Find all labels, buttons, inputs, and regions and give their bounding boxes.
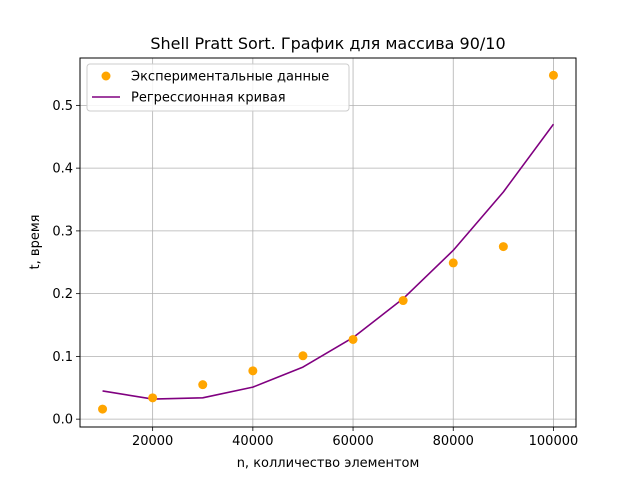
data-point bbox=[98, 404, 108, 414]
x-tick-label: 40000 bbox=[232, 434, 273, 449]
legend-marker-scatter bbox=[101, 71, 111, 81]
y-axis: 0.0 0.1 0.2 0.3 0.4 0.5 bbox=[52, 99, 80, 428]
chart-title: Shell Pratt Sort. График для массива 90/… bbox=[150, 34, 505, 53]
data-point bbox=[248, 366, 258, 376]
regression-line bbox=[102, 123, 555, 400]
data-point bbox=[548, 70, 558, 80]
x-tick-label: 100000 bbox=[529, 434, 579, 449]
plot-area bbox=[98, 70, 558, 414]
legend-label: Экспериментальные данные bbox=[131, 70, 329, 85]
data-point bbox=[448, 258, 458, 268]
x-tick-label: 20000 bbox=[132, 434, 173, 449]
axes-frame bbox=[79, 57, 577, 428]
data-point bbox=[298, 351, 308, 361]
x-axis: 20000 40000 60000 80000 100000 bbox=[132, 427, 578, 449]
legend: Экспериментальные данные Регрессионная кр… bbox=[86, 63, 350, 112]
y-tick-label: 0.3 bbox=[52, 224, 73, 239]
y-tick-label: 0.5 bbox=[52, 99, 73, 114]
data-point bbox=[398, 296, 408, 306]
data-point bbox=[148, 393, 158, 403]
legend-label: Регрессионная кривая bbox=[131, 91, 286, 106]
y-tick-label: 0.4 bbox=[52, 162, 73, 177]
x-tick-label: 60000 bbox=[332, 434, 373, 449]
data-point bbox=[198, 380, 208, 390]
y-tick-label: 0.2 bbox=[52, 287, 73, 302]
data-point bbox=[498, 242, 508, 252]
data-point bbox=[348, 334, 358, 344]
y-tick-label: 0.0 bbox=[52, 413, 73, 428]
x-axis-label: n, колличество элементом bbox=[237, 456, 420, 471]
legend-box bbox=[86, 63, 350, 112]
x-tick-label: 80000 bbox=[433, 434, 474, 449]
y-tick-label: 0.1 bbox=[52, 350, 73, 365]
y-axis-label: t, время bbox=[28, 215, 43, 270]
